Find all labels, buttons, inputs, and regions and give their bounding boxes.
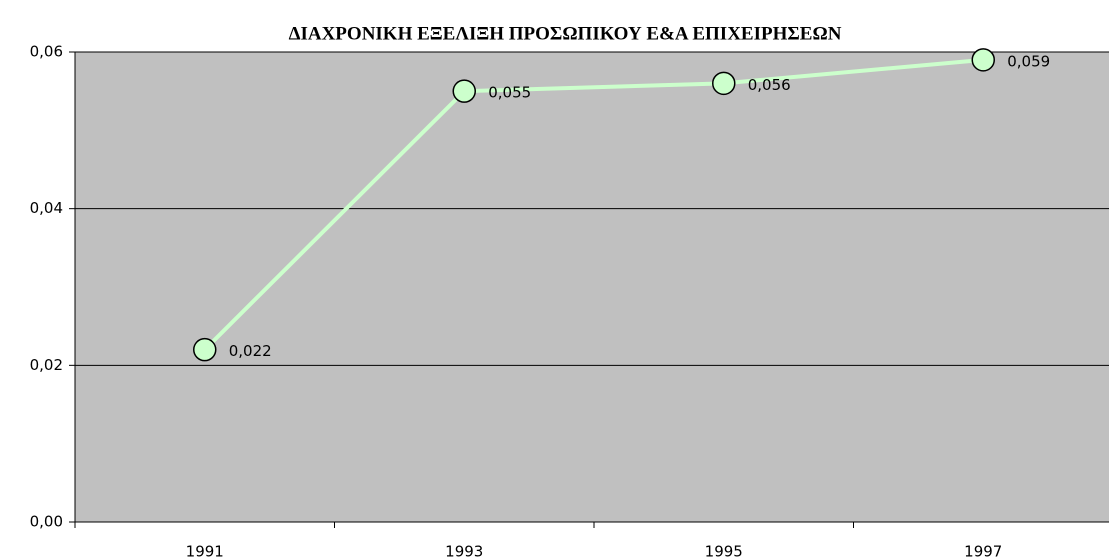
x-tick-label: 1991 <box>186 543 224 559</box>
data-label: 0,022 <box>229 342 272 360</box>
x-tick-label: 1993 <box>445 543 483 559</box>
marker <box>452 79 476 103</box>
data-label: 0,056 <box>748 76 791 94</box>
chart-title: ΔΙΑΧΡΟΝΙΚΗ ΕΞΕΛΙΞΗ ΠΡΟΣΩΠΙΚΟΥ Ε&Α ΕΠΙΧΕΙ… <box>289 23 842 44</box>
line <box>203 57 984 352</box>
y-tick-label: 0,04 <box>30 199 63 217</box>
x-tick-label: 1997 <box>964 543 1002 559</box>
y-tick-label: 0,00 <box>30 513 63 531</box>
plot-area <box>75 52 1109 522</box>
marker <box>712 71 736 96</box>
marker <box>193 337 217 362</box>
data-label: 0,055 <box>488 84 531 102</box>
data-label: 0,059 <box>1007 52 1050 70</box>
y-tick-label: 0,06 <box>30 43 63 61</box>
marker <box>971 48 995 72</box>
x-tick-label: 1995 <box>705 543 743 559</box>
y-tick-label: 0,02 <box>30 356 63 374</box>
